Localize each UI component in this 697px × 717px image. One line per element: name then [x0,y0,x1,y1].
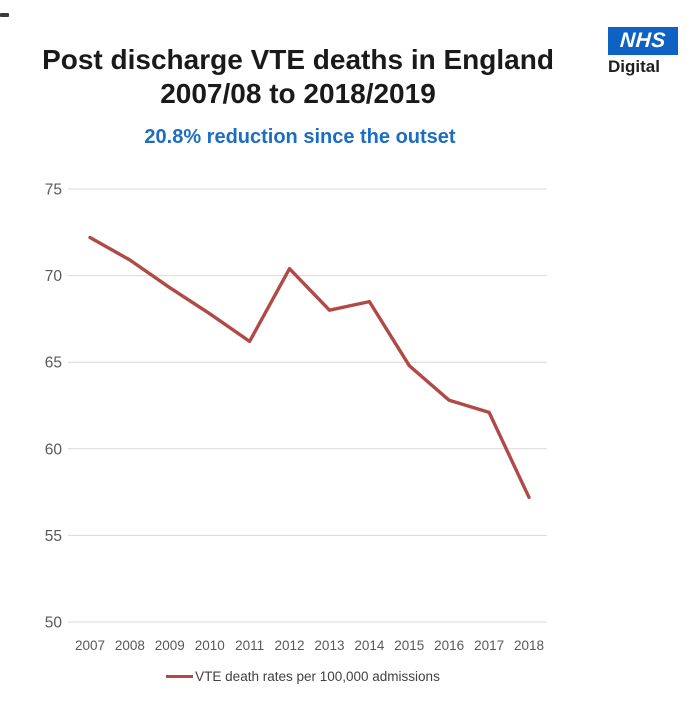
x-axis-tick-label: 2012 [275,638,305,653]
chart-subtitle: 20.8% reduction since the outset [144,126,456,148]
x-axis-tick-label: 2017 [474,638,504,653]
x-axis-tick-label: 2018 [514,638,544,653]
x-axis-tick-label: 2008 [115,638,145,653]
x-axis-tick-label: 2014 [354,638,385,653]
page-title-line2: 2007/08 to 2018/2019 [160,77,436,109]
legend-label: VTE death rates per 100,000 admissions [195,669,440,684]
scan-artifact-mark [0,13,9,17]
vte-death-rate-line [88,235,531,499]
x-axis-tick-label: 2015 [394,638,424,653]
y-axis-tick-label: 60 [45,441,63,458]
nhs-logo-box: NHS [608,27,678,55]
x-axis-tick-label: 2007 [75,638,105,653]
y-axis-tick-label: 65 [45,355,62,372]
y-axis-tick-label: 75 [45,182,62,199]
x-axis-tick-label: 2016 [434,638,464,653]
page-title: Post discharge VTE deaths in England 200… [0,43,596,111]
x-axis-tick-label: 2013 [314,638,344,653]
x-axis-tick-label: 2009 [155,638,185,653]
y-axis-tick-label: 50 [45,615,63,632]
x-axis-tick-label: 2011 [235,638,264,653]
nhs-digital-logo: NHS Digital [608,27,688,77]
legend-line-swatch [166,675,194,678]
chart-legend: VTE death rates per 100,000 admissions [0,669,606,684]
y-axis-tick-label: 70 [45,268,63,285]
x-axis-tick-label: 2010 [195,638,225,653]
nhs-digital-label: Digital [608,57,660,76]
y-axis-tick-label: 55 [45,528,62,545]
vte-line-chart: 75 70 65 60 55 50 2007 2008 2009 2010 2011 2012 2013… [45,182,547,653]
page-title-line1: Post discharge VTE deaths in England [42,43,554,75]
